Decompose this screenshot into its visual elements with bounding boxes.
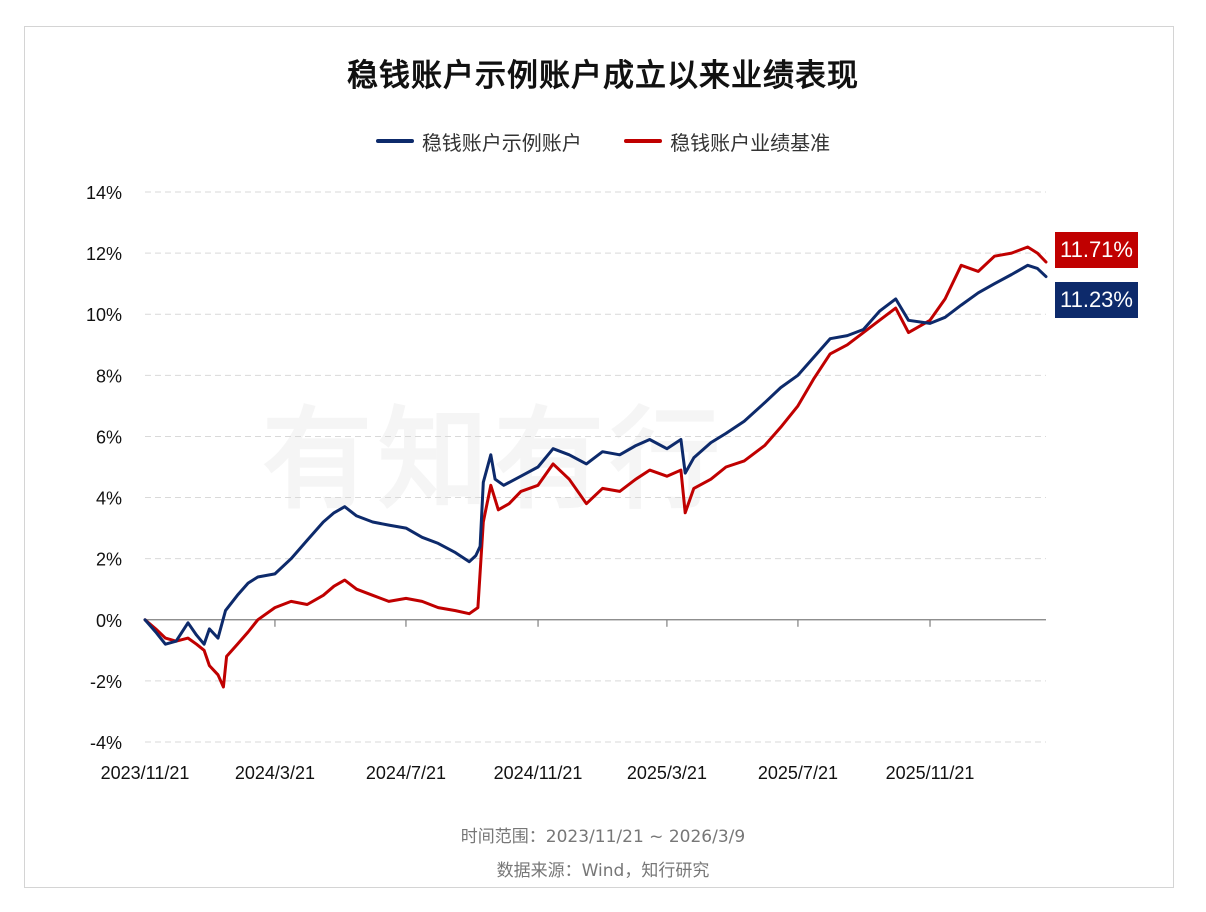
y-tick-label: -2% — [90, 672, 122, 692]
y-tick-label: 2% — [96, 550, 122, 570]
y-tick-label: 4% — [96, 489, 122, 509]
end-label-benchmark: 11.71% — [1055, 232, 1138, 268]
x-tick-label: 2024/3/21 — [235, 763, 315, 783]
footnote-source: 数据来源：Wind，知行研究 — [496, 861, 710, 881]
x-tick-label: 2025/3/21 — [627, 763, 707, 783]
axes: -4% -2% 0% 2% 4% 6% 8% 10% 12% 14% 2023/11/21 2024/… — [86, 183, 1046, 783]
legend: 稳钱账户示例账户 稳钱账户业绩基准 — [0, 124, 1206, 156]
y-tick-label: 0% — [96, 611, 122, 631]
x-tick-label: 2024/7/21 — [366, 763, 446, 783]
chart-frame — [24, 26, 1174, 888]
series-lines — [143, 245, 1048, 689]
end-label-account: 11.23% — [1055, 282, 1138, 318]
legend-item-account: 稳钱账户示例账户 — [375, 127, 582, 156]
x-tick-label: 2025/11/21 — [886, 763, 975, 783]
x-tick-label: 2024/11/21 — [494, 763, 583, 783]
y-tick-label: 12% — [86, 244, 122, 264]
grid-lines — [145, 191, 1046, 743]
y-tick-label: 10% — [86, 305, 122, 325]
legend-item-benchmark: 稳钱账户业绩基准 — [624, 127, 830, 156]
series-line-account — [143, 263, 1048, 646]
legend-label-account: 稳钱账户示例账户 — [421, 130, 582, 155]
legend-label-benchmark: 稳钱账户业绩基准 — [670, 130, 831, 155]
y-tick-label: -4% — [90, 733, 122, 753]
chart-title: 稳钱账户示例账户成立以来业绩表现 — [347, 58, 859, 94]
y-tick-label: 6% — [96, 427, 122, 447]
series-line-benchmark — [143, 245, 1048, 689]
x-tick-label: 2025/7/21 — [758, 763, 838, 783]
footnote-time-range: 时间范围：2023/11/21 ~ 2026/3/9 — [460, 827, 746, 847]
legend-swatch-account — [375, 139, 414, 143]
legend-swatch-benchmark — [624, 139, 663, 143]
x-tick-label: 2023/11/21 — [101, 763, 190, 783]
y-tick-label: 8% — [96, 366, 122, 386]
y-tick-label: 14% — [86, 183, 122, 203]
